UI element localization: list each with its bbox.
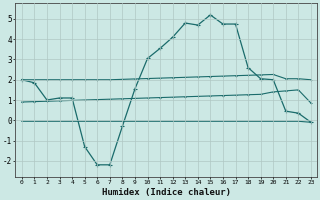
- X-axis label: Humidex (Indice chaleur): Humidex (Indice chaleur): [102, 188, 231, 197]
